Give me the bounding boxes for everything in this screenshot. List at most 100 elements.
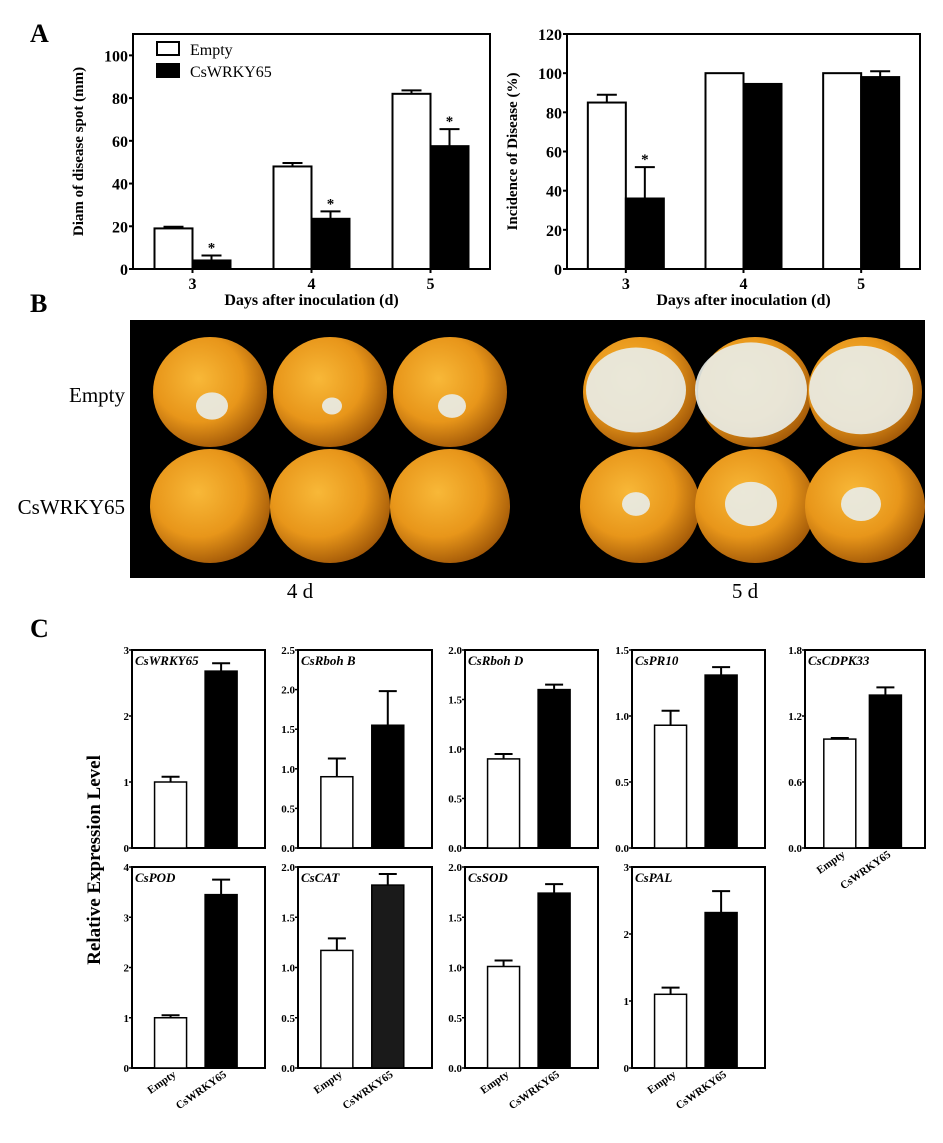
bar-cswrky65 [371,724,405,849]
y-tick-label: 2.0 [281,685,295,697]
bar-empty [153,1017,188,1069]
y-tick-label: 1.8 [788,645,802,657]
bar-cswrky65 [537,892,571,1069]
disease-lesion [725,481,777,527]
y-tick-label: 1.5 [615,645,629,657]
y-tick-label: 0 [554,262,562,279]
significance-mark: * [446,114,454,130]
y-tick-label: 2 [124,711,130,723]
y-tick-label: 100 [104,48,128,65]
gene-title: CsPAL [635,870,672,885]
y-tick-label: 3 [624,862,630,874]
bar-empty [153,227,194,270]
y-tick-label: 1.0 [448,744,462,756]
y-tick-label: 1.0 [281,764,295,776]
chart-csrbohd: 0.0 0.5 1.0 1.5 2.0 CsRboh D [448,645,599,855]
bar-cswrky65 [204,670,238,849]
y-tick-label: 1.0 [281,963,295,975]
x-tick-label: Empty [145,1068,178,1096]
bar-cswrky65 [868,694,903,849]
disease-lesion [809,345,913,435]
y-tick-label: 1.0 [615,711,629,723]
bar-cswrky65 [742,82,783,270]
y-tick-label: 2.0 [448,862,462,874]
y-tick-label: 1 [124,777,130,789]
x-axis-label: Days after inoculation (d) [224,292,398,309]
y-tick-label: 60 [112,134,128,151]
y-tick-label: 0.5 [448,794,462,806]
bar-cswrky65 [624,197,665,270]
photo-panel: Empty CsWRKY65 4 d 5 d [18,320,925,603]
y-tick-label: 0 [124,1063,130,1075]
orange-fruit [390,449,510,563]
row-label-empty: Empty [69,383,125,407]
bar-empty [320,775,354,849]
plot-frame [297,649,433,849]
x-tick-label: CsWRKY65 [838,848,893,892]
bar-cswrky65 [310,217,351,270]
panel-label-b: B [30,289,47,318]
orange-fruit [153,337,267,447]
y-tick-label: 0.0 [281,843,295,855]
y-tick-label: 0 [120,262,128,279]
chart-cswrky65: 0 1 2 3 CsWRKY65 [124,645,266,855]
x-tick-label: 5 [427,276,435,293]
plot-frame [464,866,599,1069]
panel-c-y-axis-label: Relative Expression Level [84,755,105,965]
bar-empty [272,165,313,270]
chart-cspr10: 0.0 0.5 1.0 1.5 CsPR10 [615,645,766,855]
y-tick-label: 0.0 [615,843,629,855]
panel-label-c: C [30,614,49,643]
gene-title: CsPR10 [635,653,679,668]
x-tick-label: 3 [189,276,197,293]
bar-cswrky65 [537,688,571,849]
plot-frame [297,866,433,1069]
y-tick-label: 20 [546,223,562,240]
plot-frame [464,649,599,849]
y-tick-label: 0.5 [615,777,629,789]
y-tick-label: 0 [124,843,130,855]
disease-lesion [841,487,881,521]
bar-empty [704,72,745,270]
y-tick-label: 80 [112,91,128,108]
y-tick-label: 2.0 [448,645,462,657]
bar-cswrky65 [429,145,470,270]
plot-frame [631,866,766,1069]
panel-label-a: A [30,19,49,48]
x-tick-label: Empty [312,1068,345,1096]
x-tick-label: CsWRKY65 [507,1068,562,1112]
x-tick-label: 4 [308,276,316,293]
bar-empty [391,92,432,271]
y-tick-label: 1.5 [448,695,462,707]
y-tick-label: 1.0 [448,963,462,975]
plot-frame [631,649,766,849]
bar-empty [822,72,863,270]
plot-frame [804,649,926,849]
legend-swatch-empty [156,41,180,56]
y-tick-label: 4 [124,862,130,874]
x-tick-label: 3 [622,276,630,293]
y-tick-label: 2.5 [281,645,295,657]
x-tick-label: Empty [645,1068,678,1096]
bar-empty [486,965,521,1069]
bar-cswrky65 [704,674,738,849]
bar-empty [320,949,354,1069]
x-tick-label: CsWRKY65 [341,1068,396,1112]
y-tick-label: 0.0 [788,843,802,855]
bar-cswrky65 [204,893,238,1069]
y-tick-label: 1.5 [281,724,295,736]
row-label-cswrky65: CsWRKY65 [18,495,125,519]
bar-empty [153,781,188,849]
y-tick-label: 0.0 [281,1063,295,1075]
disease-lesion [438,394,466,418]
bar-empty [653,724,688,849]
y-tick-label: 2.0 [281,862,295,874]
y-tick-label: 1 [124,1013,130,1025]
x-tick-label: CsWRKY65 [174,1068,229,1112]
x-tick-label: 4 [740,276,748,293]
